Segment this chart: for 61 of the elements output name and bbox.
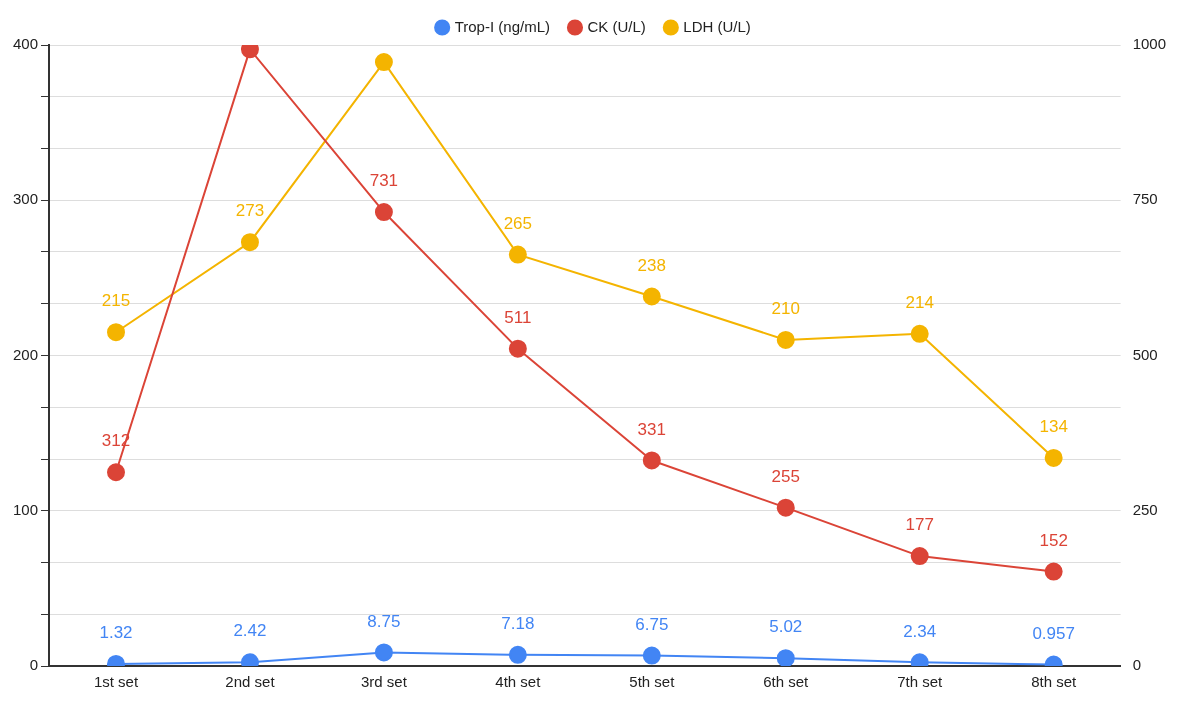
point	[374, 203, 393, 222]
y2-tick-label: 750	[1132, 190, 1158, 208]
point	[508, 645, 527, 664]
y2-tick-label: 250	[1132, 500, 1158, 518]
point	[776, 498, 795, 517]
data-label: 177	[905, 515, 934, 535]
x-tick-label: 1st set	[93, 673, 139, 691]
data-label: 331	[637, 419, 666, 439]
data-label: 0.957	[1032, 623, 1075, 643]
point	[374, 53, 393, 72]
y2-tick-label: 1000	[1132, 35, 1167, 53]
data-label: 5.02	[769, 617, 803, 637]
data-label: 273	[235, 201, 265, 221]
legend-label: CK (U/L)	[587, 17, 646, 35]
point	[776, 649, 795, 666]
point	[642, 287, 661, 306]
y2-tick-label: 0	[1132, 656, 1141, 674]
x-tick-label: 4th set	[495, 673, 542, 691]
data-label: 214	[905, 292, 934, 312]
point	[107, 323, 125, 342]
data-label: 731	[369, 171, 399, 191]
data-label: 255	[771, 466, 800, 486]
data-label: 152	[1039, 530, 1068, 550]
data-label: 210	[771, 299, 800, 319]
y-tick-label: 200	[13, 345, 39, 363]
y-tick-label: 400	[13, 35, 39, 53]
point	[1044, 448, 1063, 467]
legend-label: LDH (U/L)	[683, 17, 751, 35]
data-label: 134	[1039, 417, 1068, 437]
x-tick-label: 2nd set	[225, 673, 276, 691]
point	[642, 646, 661, 665]
data-label: 6.75	[635, 614, 669, 634]
point	[240, 233, 259, 252]
data-label: 2.34	[903, 621, 937, 641]
point	[642, 451, 661, 470]
data-label: 215	[101, 291, 131, 311]
data-label: 8.75	[367, 611, 401, 631]
data-label: 7.18	[501, 614, 535, 634]
point	[1044, 562, 1063, 581]
point	[910, 324, 929, 343]
x-tick-label: 8th set	[1031, 673, 1077, 691]
y-tick-label: 0	[29, 656, 39, 674]
point	[776, 330, 795, 349]
point	[910, 547, 929, 566]
data-label: 511	[504, 307, 532, 327]
y-tick-label: 100	[13, 500, 39, 518]
x-tick-label: 6th set	[763, 673, 810, 691]
data-label: 265	[503, 213, 533, 233]
point	[508, 339, 527, 358]
x-tick-label: 7th set	[897, 673, 944, 691]
data-label: 2.42	[233, 621, 267, 641]
x-tick-label: 3rd set	[360, 673, 408, 691]
data-label: 1.32	[99, 623, 133, 643]
legend-label: Trop-I (ng/mL)	[454, 17, 550, 35]
point	[374, 643, 393, 662]
y2-tick-label: 500	[1132, 345, 1158, 363]
data-label: 238	[637, 255, 666, 275]
point	[508, 245, 527, 264]
x-tick-label: 5th set	[629, 673, 676, 691]
point	[107, 463, 125, 482]
y-tick-label: 300	[13, 190, 39, 208]
